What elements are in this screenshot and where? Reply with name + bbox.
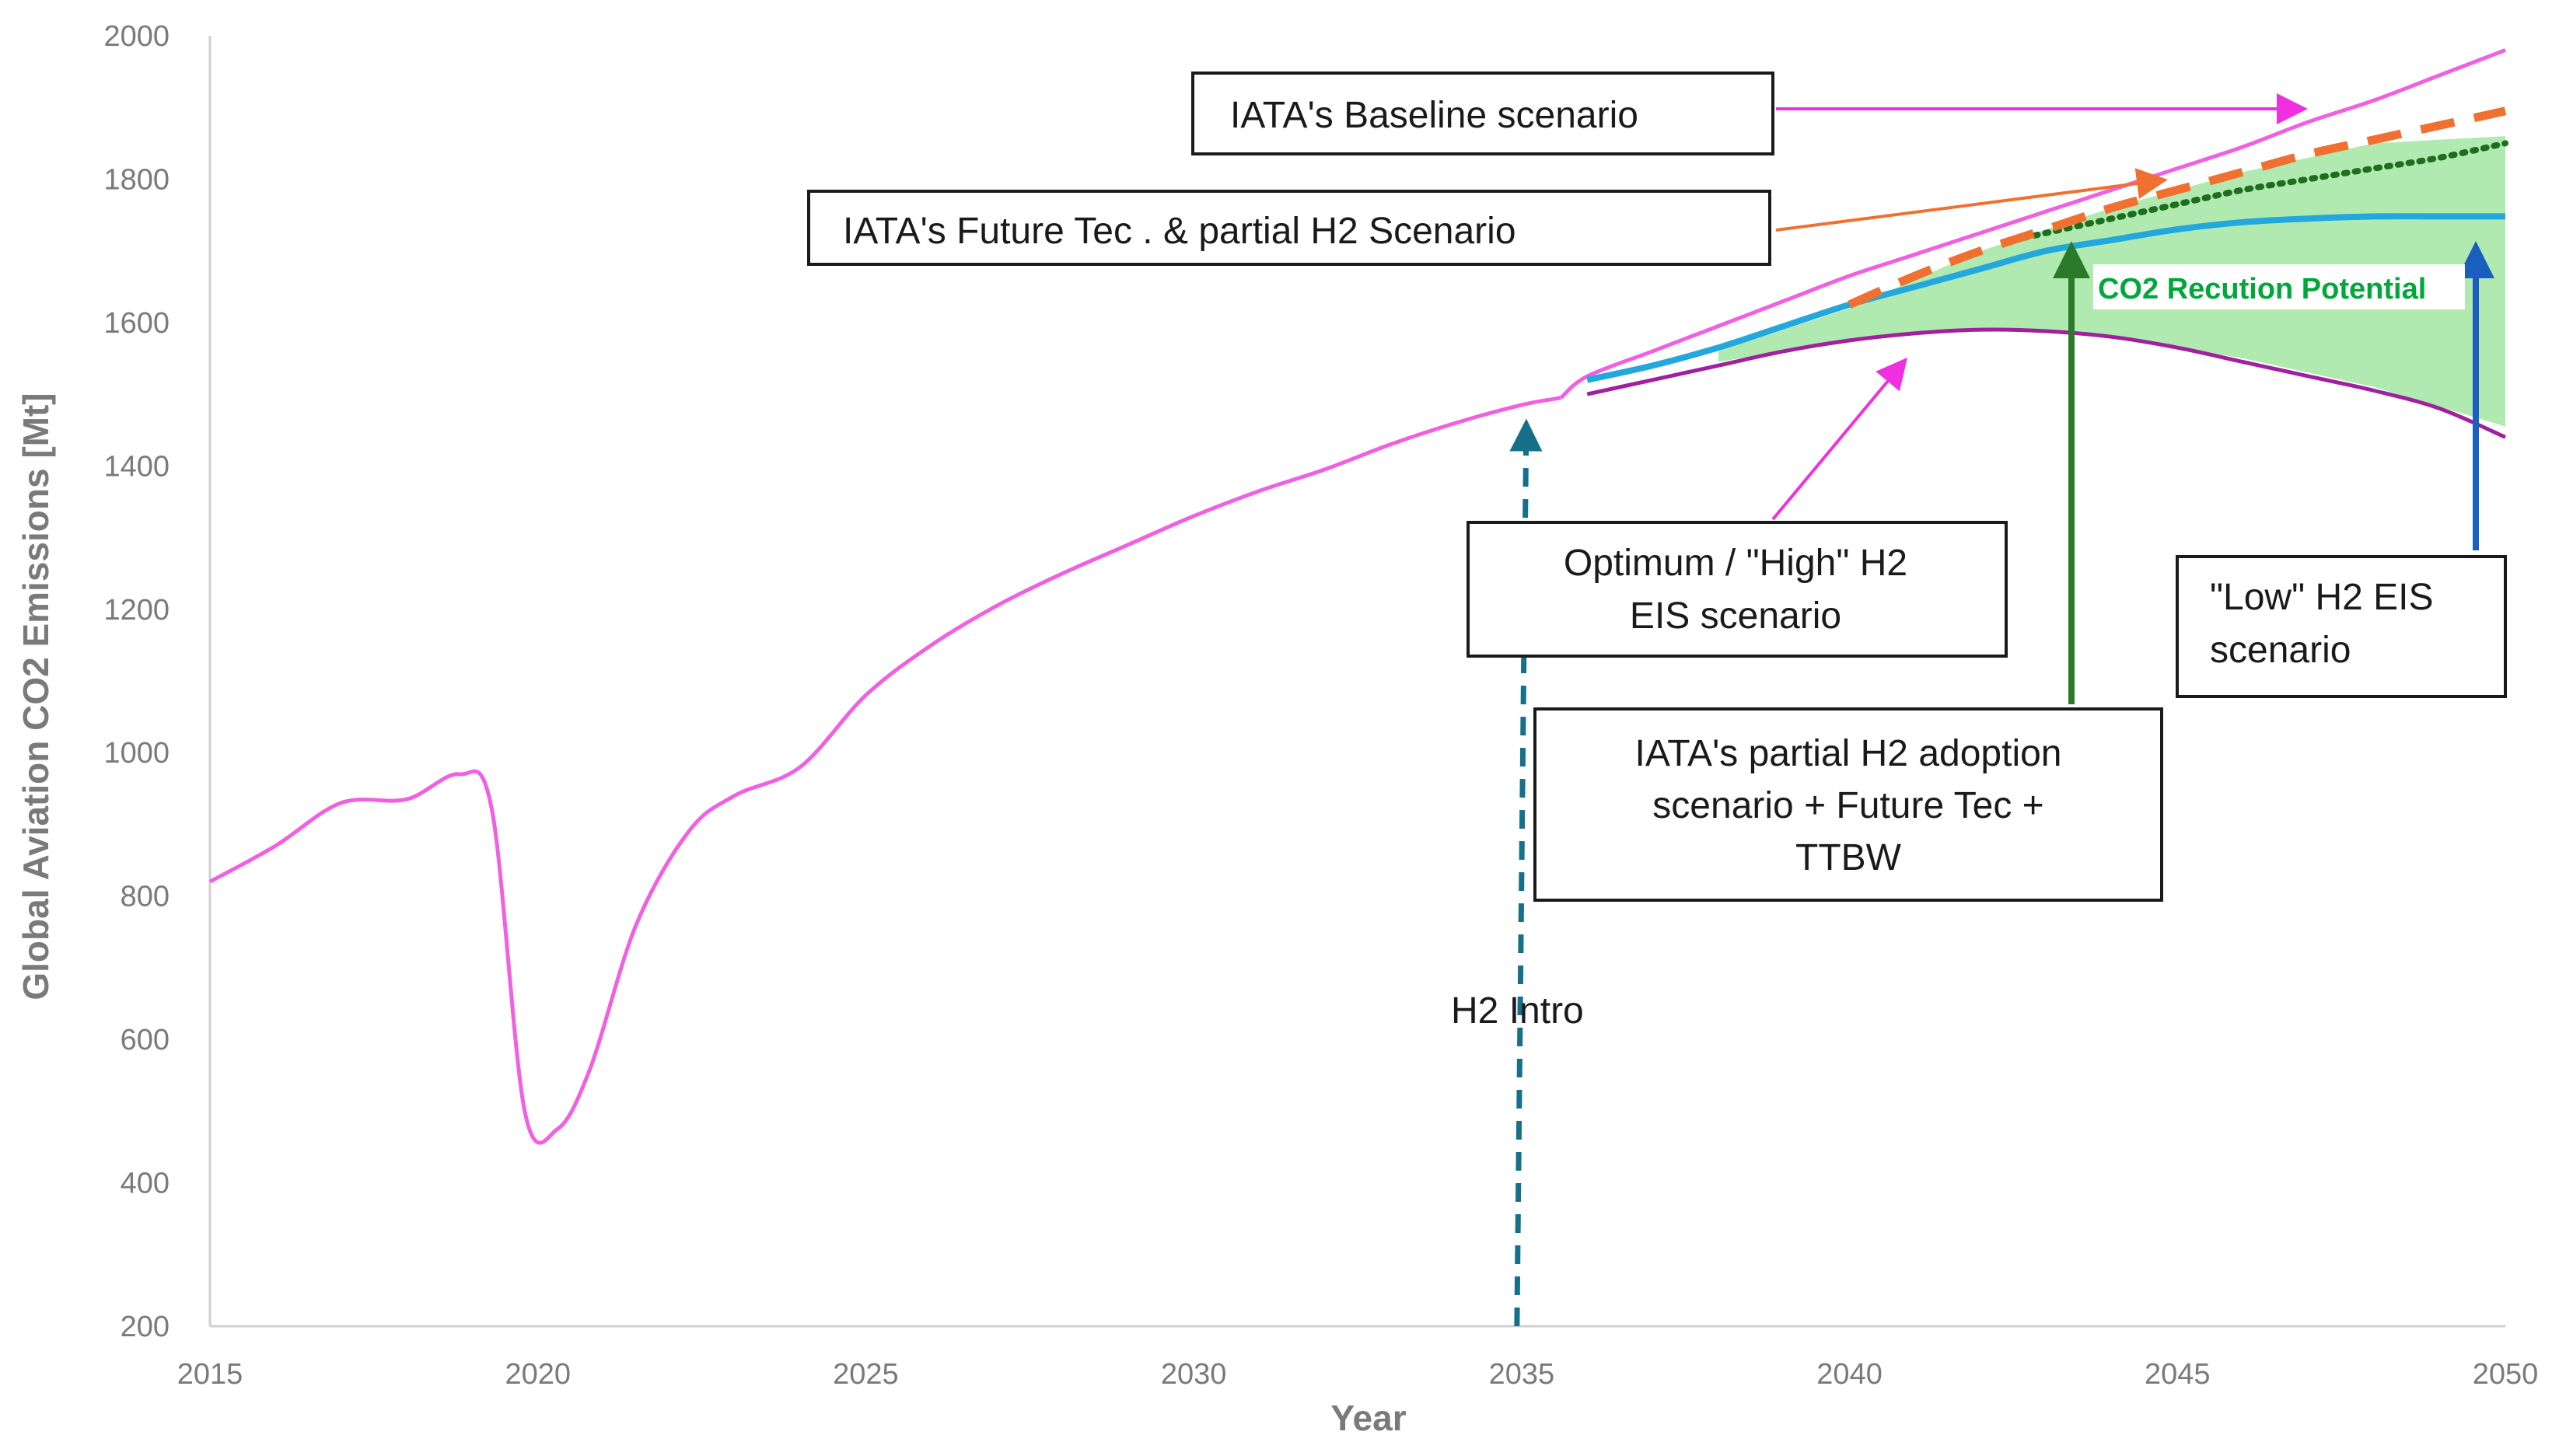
optimum-arrow bbox=[1771, 357, 1908, 521]
low-h2-box-label-1: "Low" H2 EIS bbox=[2210, 577, 2434, 618]
reduction-label: CO2 Recution Potential bbox=[2098, 273, 2426, 306]
optimum-box-label-2: EIS scenario bbox=[1630, 595, 1841, 637]
x-tick-label-2050: 2050 bbox=[2473, 1358, 2539, 1391]
partial-h2-box bbox=[1533, 707, 2163, 902]
x-tick-label-2025: 2025 bbox=[833, 1358, 899, 1391]
partial-h2-box-label-1: IATA's partial H2 adoption bbox=[1635, 733, 2062, 774]
x-tick-labels: 2015 2020 2025 2030 2035 2040 2045 2050 bbox=[177, 1358, 2539, 1391]
y-tick-label-1400: 1400 bbox=[103, 450, 170, 483]
partial-h2-box-label-3: TTBW bbox=[1795, 837, 1902, 878]
x-tick-label-2020: 2020 bbox=[505, 1358, 571, 1391]
optimum-box bbox=[1467, 521, 2008, 658]
optimum-box-label-1: Optimum / "High" H2 bbox=[1564, 543, 1907, 584]
reduction-label-bg bbox=[2093, 264, 2465, 309]
low-h2-box bbox=[2176, 555, 2507, 698]
y-tick-label-200: 200 bbox=[121, 1311, 170, 1343]
future-tec-box bbox=[807, 190, 1771, 266]
x-tick-label-2030: 2030 bbox=[1161, 1358, 1227, 1391]
y-tick-label-1600: 1600 bbox=[103, 307, 170, 340]
series-optimum-h2-line bbox=[1586, 327, 2506, 439]
y-tick-label-1000: 1000 bbox=[103, 737, 170, 770]
y-tick-label-400: 400 bbox=[121, 1168, 170, 1200]
y-tick-label-1800: 1800 bbox=[103, 163, 170, 196]
y-tick-label-800: 800 bbox=[121, 881, 170, 913]
x-tick-label-2045: 2045 bbox=[2145, 1358, 2211, 1391]
baseline-box bbox=[1191, 72, 1774, 155]
y-tick-labels: 200 400 600 800 1000 1200 1400 1600 1800 2000 bbox=[103, 20, 170, 1343]
low-h2-box-label-2: scenario bbox=[2210, 630, 2351, 671]
baseline-box-label: IATA's Baseline scenario bbox=[1230, 95, 1638, 136]
y-axis-title: Global Aviation CO2 Emissions [Mt] bbox=[16, 393, 56, 1000]
partial-h2-box-label-2: scenario + Future Tec + bbox=[1652, 785, 2043, 826]
series-partial-h2-ttbw-line bbox=[2010, 140, 2508, 243]
series-historical-line bbox=[208, 396, 1561, 1145]
series-low-h2-line bbox=[1586, 213, 2505, 383]
future-tec-arrow bbox=[1775, 168, 2168, 232]
x-tick-label-2015: 2015 bbox=[177, 1358, 243, 1391]
future-tec-box-label: IATA's Future Tec . & partial H2 Scenari… bbox=[843, 211, 1516, 252]
y-tick-label-600: 600 bbox=[121, 1024, 170, 1056]
h2-intro-label: H2 Intro bbox=[1451, 990, 1584, 1032]
y-tick-label-2000: 2000 bbox=[103, 20, 170, 53]
x-tick-label-2040: 2040 bbox=[1816, 1358, 1883, 1391]
x-tick-label-2035: 2035 bbox=[1489, 1358, 1555, 1391]
series-future-tec-line bbox=[1848, 106, 2507, 309]
y-tick-label-1200: 1200 bbox=[103, 594, 170, 627]
series-baseline-line bbox=[1559, 48, 2506, 400]
x-axis-title: Year bbox=[1330, 1398, 1406, 1438]
